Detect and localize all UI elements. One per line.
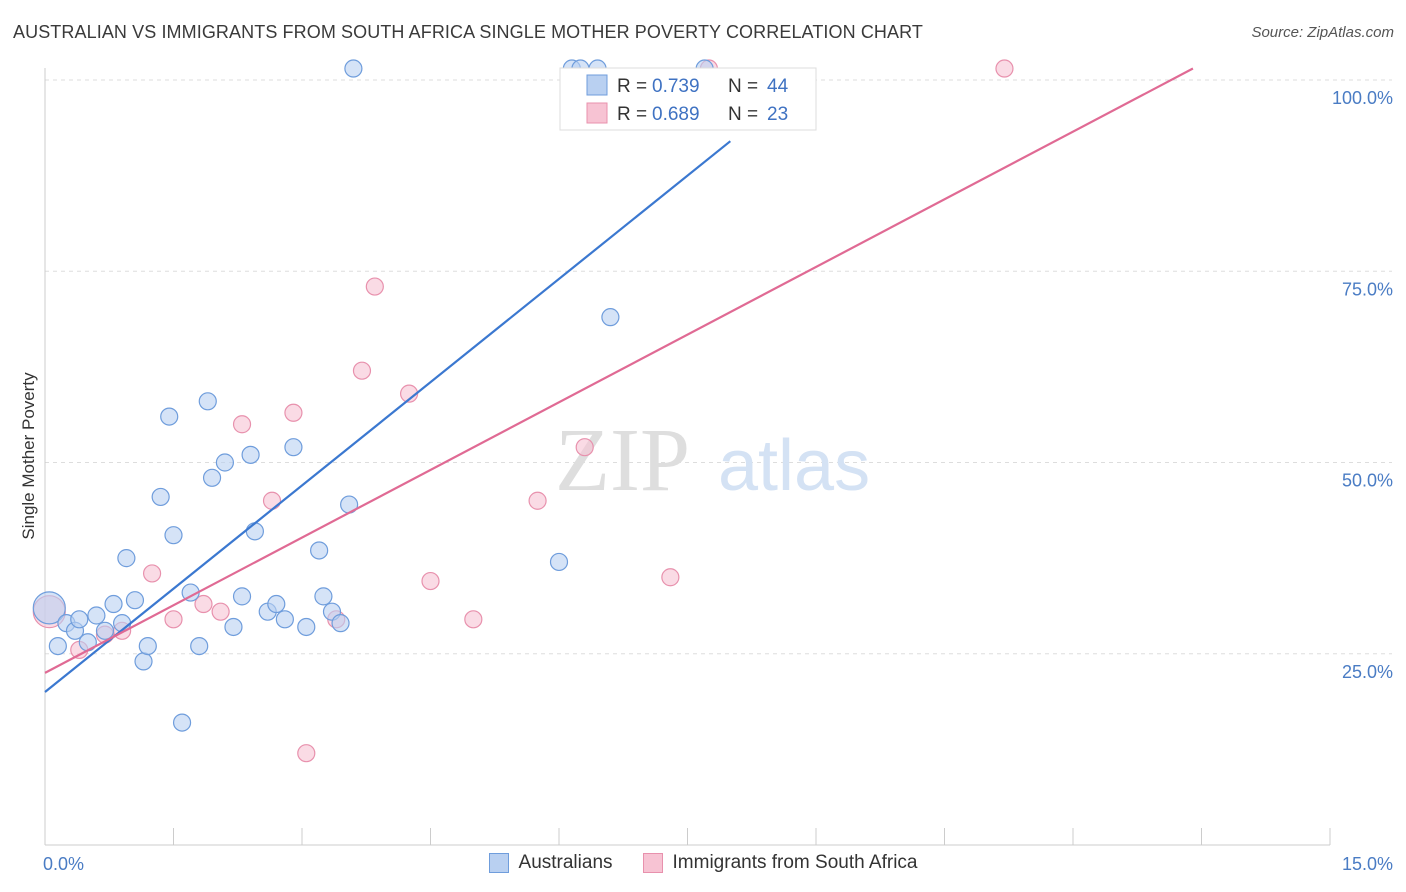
- stats-r-label-blue: R =: [617, 76, 647, 97]
- stats-n-label-blue: N =: [728, 76, 758, 97]
- point-immigrants: [142, 564, 162, 583]
- y-tick-labels: 25.0% 50.0% 75.0% 100.0%: [1332, 88, 1393, 682]
- stats-r-value-blue: 0.739: [652, 76, 700, 97]
- legend-item-australians[interactable]: Australians: [488, 852, 613, 874]
- point-immigrants: [575, 438, 594, 457]
- watermark-atlas: atlas: [718, 426, 870, 506]
- point-australians: [601, 308, 620, 327]
- point-australians: [310, 541, 329, 560]
- point-australians: [241, 445, 260, 464]
- point-australians: [190, 636, 209, 656]
- y-tick-label: 25.0%: [1342, 662, 1393, 682]
- point-australians: [87, 606, 106, 625]
- point-australians: [331, 614, 350, 633]
- point-australians: [224, 617, 243, 637]
- stats-legend-blue-swatch: [586, 74, 608, 96]
- watermark-zip: ZIP: [555, 411, 690, 510]
- point-australians: [215, 453, 234, 472]
- point-immigrants: [421, 571, 440, 591]
- point-immigrants: [262, 491, 282, 510]
- stats-legend: R = 0.739 N = 44 R = 0.689 N = 23: [559, 67, 817, 131]
- legend-label-immigrants: Immigrants from South Africa: [672, 852, 918, 873]
- point-immigrants: [528, 491, 547, 510]
- stats-legend-pink-swatch: [586, 102, 608, 124]
- point-australians: [164, 526, 183, 545]
- point-immigrants: [365, 277, 384, 296]
- source-label: Source: ZipAtlas.com: [1251, 24, 1394, 41]
- point-immigrants: [995, 59, 1014, 78]
- x-tick-label: 15.0%: [1342, 854, 1393, 874]
- point-australians: [134, 652, 153, 671]
- point-immigrants: [194, 594, 213, 614]
- legend-item-immigrants[interactable]: Immigrants from South Africa: [642, 852, 918, 874]
- point-australians: [160, 407, 179, 426]
- point-australians: [245, 522, 264, 541]
- series-immigrants-points: [32, 59, 1014, 763]
- point-immigrants: [232, 415, 252, 434]
- point-immigrants: [211, 602, 230, 621]
- point-australians: [151, 487, 170, 507]
- point-australians: [172, 713, 192, 732]
- point-australians: [202, 468, 222, 487]
- point-australians: [232, 587, 252, 606]
- stats-r-label-pink: R =: [617, 104, 647, 125]
- point-australians: [32, 591, 66, 625]
- point-immigrants: [284, 403, 303, 422]
- point-australians: [104, 594, 123, 614]
- point-immigrants: [297, 744, 316, 763]
- y-axis-label: Single Mother Poverty: [19, 372, 38, 540]
- point-australians: [70, 610, 89, 629]
- y-tick-label: 100.0%: [1332, 88, 1393, 108]
- legend-label-australians: Australians: [518, 852, 613, 873]
- point-immigrants: [464, 610, 483, 629]
- point-australians: [275, 610, 294, 629]
- point-australians: [138, 636, 157, 656]
- point-immigrants: [164, 610, 183, 629]
- point-immigrants: [661, 568, 680, 587]
- point-australians: [549, 552, 569, 572]
- x-tick-label: 0.0%: [43, 854, 84, 874]
- point-immigrants: [352, 361, 372, 380]
- chart-title: AUSTRALIAN VS IMMIGRANTS FROM SOUTH AFRI…: [13, 22, 923, 42]
- axes: [44, 68, 1331, 846]
- trendline-australians: [44, 140, 732, 693]
- series-australians-points: [32, 59, 714, 732]
- stats-n-label-pink: N =: [728, 104, 758, 125]
- point-australians: [267, 594, 286, 614]
- y-tick-label: 50.0%: [1342, 471, 1393, 491]
- point-australians: [297, 617, 316, 637]
- x-tick-labels: 0.0% 15.0%: [43, 854, 1393, 874]
- point-australians: [198, 392, 217, 411]
- point-australians: [284, 438, 303, 457]
- trendlines: [44, 67, 1194, 693]
- point-australians: [125, 591, 145, 610]
- point-australians: [48, 636, 67, 656]
- point-australians: [117, 549, 136, 568]
- legend-swatch-immigrants: [642, 853, 663, 873]
- point-australians: [344, 59, 363, 78]
- stats-n-value-pink: 23: [767, 104, 788, 125]
- point-australians: [95, 621, 115, 640]
- trendline-immigrants: [44, 67, 1194, 674]
- gridlines: [45, 79, 1392, 655]
- watermark: ZIP atlas: [555, 411, 870, 510]
- stats-r-value-pink: 0.689: [652, 104, 700, 125]
- legend-swatch-australians: [488, 853, 509, 873]
- series-legend: Australians Immigrants from South Africa: [0, 852, 1406, 874]
- stats-n-value-blue: 44: [767, 76, 789, 97]
- point-australians: [314, 587, 333, 606]
- y-tick-label: 75.0%: [1342, 279, 1393, 299]
